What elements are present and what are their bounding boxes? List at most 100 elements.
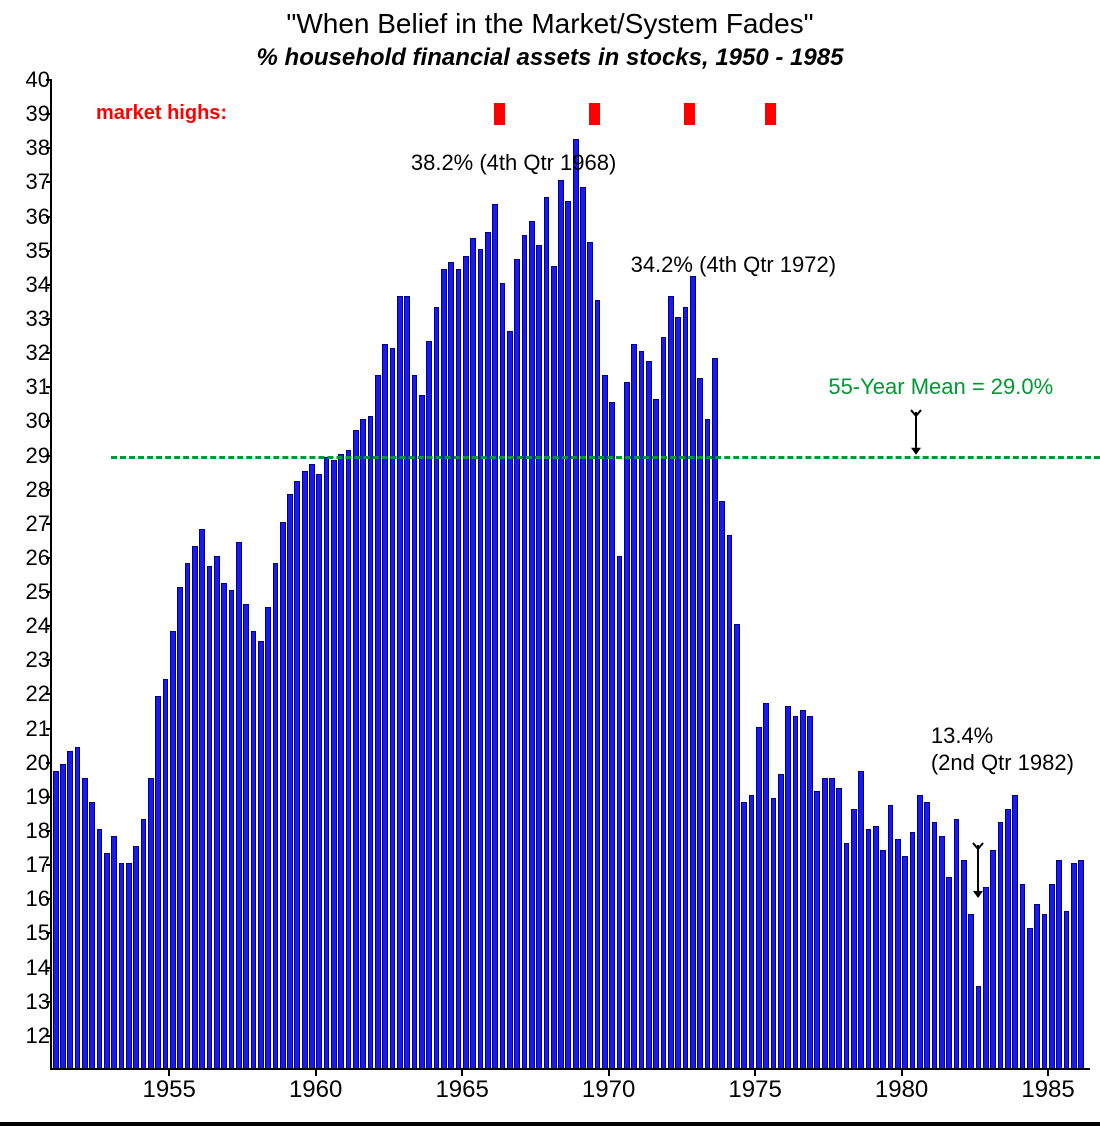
- bar: [1012, 795, 1018, 1068]
- y-tick-mark: [46, 386, 52, 388]
- bar: [675, 317, 681, 1068]
- bar: [89, 802, 95, 1068]
- bar: [983, 887, 989, 1068]
- bar: [880, 850, 886, 1068]
- y-tick-mark: [46, 284, 52, 286]
- bar: [580, 187, 586, 1068]
- mean-line: [111, 456, 1100, 459]
- bar: [338, 454, 344, 1068]
- bar: [404, 296, 410, 1068]
- bar: [309, 464, 315, 1068]
- bar: [631, 344, 637, 1068]
- bar: [324, 457, 330, 1068]
- x-tick-mark: [461, 1068, 463, 1076]
- bar: [522, 235, 528, 1068]
- bar: [814, 791, 820, 1068]
- bar: [924, 802, 930, 1068]
- bar: [961, 860, 967, 1068]
- bar: [690, 276, 696, 1068]
- bar: [836, 788, 842, 1068]
- bar: [646, 361, 652, 1068]
- bar: [97, 829, 103, 1068]
- bar: [82, 778, 88, 1068]
- bar: [661, 337, 667, 1068]
- bar: [917, 795, 923, 1068]
- bar: [302, 471, 308, 1068]
- bar: [653, 399, 659, 1068]
- x-tick-mark: [608, 1068, 610, 1076]
- bar: [434, 307, 440, 1068]
- y-tick-mark: [46, 79, 52, 81]
- chart-subtitle: % household financial assets in stocks, …: [0, 44, 1100, 72]
- bar: [419, 395, 425, 1068]
- bar: [111, 836, 117, 1068]
- y-tick-mark: [46, 967, 52, 969]
- bar: [287, 494, 293, 1068]
- bar: [478, 249, 484, 1068]
- bar: [75, 747, 81, 1068]
- y-tick-mark: [46, 420, 52, 422]
- bar: [822, 778, 828, 1068]
- bottom-rule: [0, 1122, 1100, 1126]
- bar: [448, 262, 454, 1068]
- bar: [375, 375, 381, 1068]
- chart-annotation: 34.2% (4th Qtr 1972): [631, 252, 836, 278]
- bar: [485, 232, 491, 1068]
- plot-area: 55-Year Mean = 29.0% market highs:38.2% …: [50, 80, 1090, 1070]
- market-high-marker: [684, 103, 695, 125]
- bar: [609, 402, 615, 1068]
- bar: [873, 826, 879, 1068]
- y-tick-mark: [46, 659, 52, 661]
- bar: [902, 856, 908, 1068]
- bar: [793, 716, 799, 1068]
- bar: [207, 566, 213, 1068]
- y-tick-mark: [46, 557, 52, 559]
- y-tick-mark: [46, 932, 52, 934]
- bar: [587, 242, 593, 1068]
- y-tick-mark: [46, 147, 52, 149]
- bar: [558, 180, 564, 1068]
- bar: [67, 751, 73, 1068]
- x-tick-mark: [1047, 1068, 1049, 1076]
- bar: [1027, 928, 1033, 1068]
- bar: [697, 378, 703, 1068]
- bar: [368, 416, 374, 1068]
- bar: [412, 375, 418, 1068]
- bar: [705, 419, 711, 1068]
- bar: [624, 382, 630, 1068]
- market-highs-label: market highs:: [96, 102, 227, 125]
- y-tick-mark: [46, 864, 52, 866]
- bar: [280, 522, 286, 1068]
- bar: [866, 829, 872, 1068]
- bar: [221, 583, 227, 1068]
- bar: [53, 771, 59, 1068]
- bar: [954, 819, 960, 1068]
- bar: [990, 850, 996, 1068]
- bar: [1034, 904, 1040, 1068]
- x-tick-mark: [168, 1068, 170, 1076]
- bar: [170, 631, 176, 1068]
- bar: [1042, 914, 1048, 1068]
- bar: [756, 727, 762, 1068]
- bar: [251, 631, 257, 1068]
- bar: [441, 269, 447, 1068]
- bar: [529, 221, 535, 1068]
- y-tick-mark: [46, 762, 52, 764]
- y-tick-mark: [46, 1001, 52, 1003]
- bar: [133, 846, 139, 1068]
- bar: [895, 839, 901, 1068]
- bar: [316, 474, 322, 1068]
- bar: [104, 853, 110, 1068]
- y-tick-mark: [46, 591, 52, 593]
- bar: [536, 245, 542, 1068]
- y-tick-mark: [46, 113, 52, 115]
- y-tick-mark: [46, 523, 52, 525]
- bar: [1064, 911, 1070, 1068]
- bar: [741, 802, 747, 1068]
- down-arrow-icon: [909, 408, 923, 456]
- bar: [683, 307, 689, 1068]
- bar: [544, 197, 550, 1068]
- bar: [353, 430, 359, 1068]
- bar: [763, 703, 769, 1068]
- bar: [617, 556, 623, 1068]
